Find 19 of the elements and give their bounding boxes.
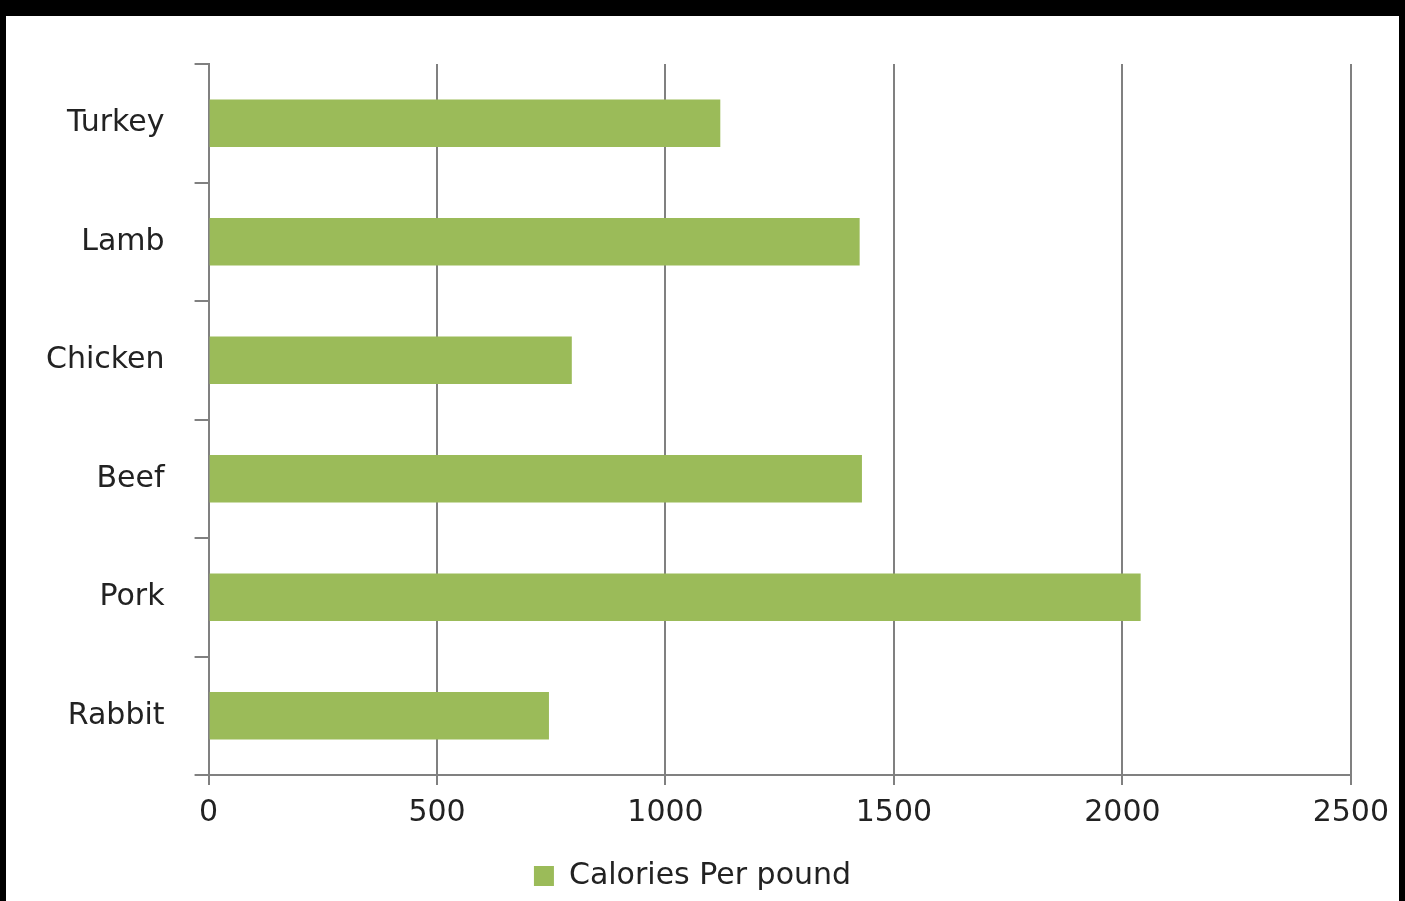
y-tick-label: Pork: [99, 577, 166, 613]
bar: [209, 692, 549, 740]
y-tick-label: Lamb: [81, 221, 165, 257]
x-tick-label: 0: [199, 792, 219, 828]
y-tick-label: Chicken: [45, 340, 165, 376]
y-tick-label: Beef: [96, 458, 166, 494]
y-tick-label: Turkey: [65, 103, 165, 139]
x-tick-label: 2500: [1312, 792, 1390, 828]
x-tick-label: 2000: [1084, 792, 1161, 828]
bar: [209, 99, 721, 147]
bar: [209, 336, 572, 384]
x-tick-label: 1000: [627, 792, 704, 828]
bar: [209, 573, 1141, 621]
bar: [209, 218, 860, 266]
y-tick-label: Rabbit: [67, 695, 165, 731]
x-tick-label: 500: [408, 792, 466, 828]
bar: [209, 455, 862, 503]
legend-label: Calories Per pound: [568, 855, 852, 891]
x-tick-label: 1500: [855, 792, 933, 828]
